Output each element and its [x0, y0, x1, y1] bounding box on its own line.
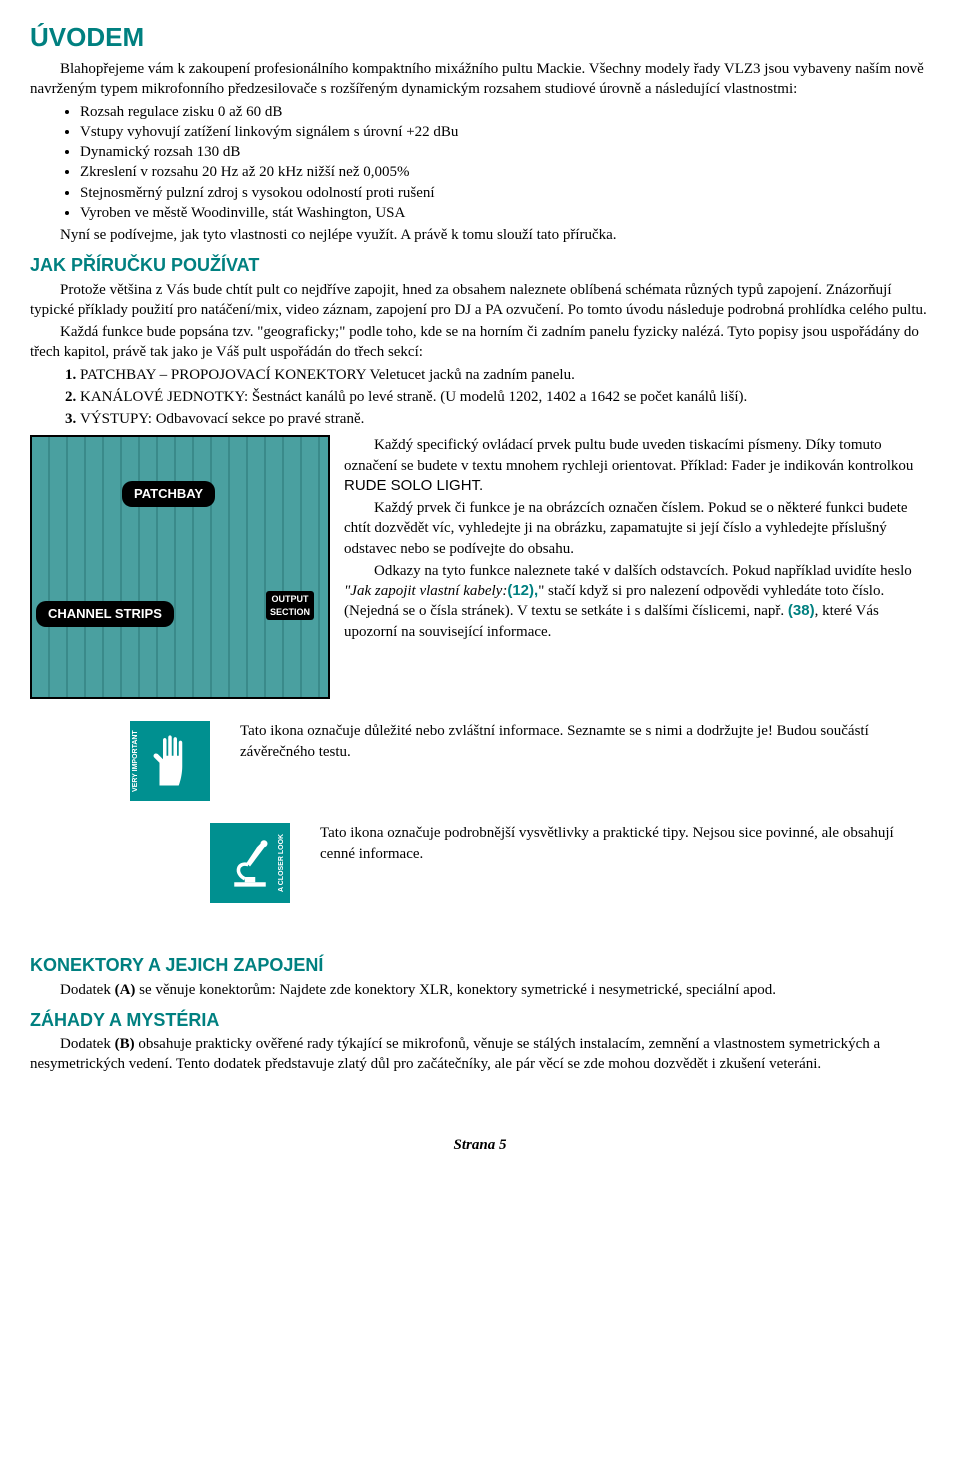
- list-item: Stejnosměrný pulzní zdroj s vysokou odol…: [80, 183, 930, 203]
- body-paragraph: Každý prvek či funkce je na obrázcích oz…: [344, 498, 930, 559]
- italic-example: "Jak zapojit vlastní kabely:: [344, 583, 507, 599]
- page-title: ÚVODEM: [30, 20, 930, 55]
- patchbay-label: PATCHBAY: [122, 481, 215, 507]
- text-span: se věnuje konektorům: Najdete zde konekt…: [135, 982, 776, 998]
- body-paragraph: Dodatek (B) obsahuje prakticky ověřené r…: [30, 1034, 930, 1075]
- list-item: Vyroben ve městě Woodinville, stát Washi…: [80, 203, 930, 223]
- text-span: Dodatek: [60, 1036, 115, 1052]
- page-footer: Strana 5: [30, 1135, 930, 1155]
- hand-icon: VERY IMPORTANT: [130, 721, 210, 801]
- list-item: VÝSTUPY: Odbavovací sekce po pravé stran…: [80, 409, 930, 429]
- list-item-text: KANÁLOVÉ JEDNOTKY: Šestnáct kanálů po le…: [80, 389, 747, 405]
- text-span: Odkazy na tyto funkce naleznete také v d…: [374, 563, 912, 579]
- appendix-ref: (A): [115, 982, 136, 998]
- numbered-list: PATCHBAY – PROPOJOVACÍ KONEKTORY Veletuc…: [30, 365, 930, 430]
- hand-note-text: Tato ikona označuje důležité nebo zvlášt…: [240, 721, 930, 762]
- body-paragraph: Odkazy na tyto funkce naleznete také v d…: [344, 561, 930, 642]
- diagram-top-section: PATCHBAY: [32, 437, 328, 547]
- ref-number: (12),: [507, 582, 538, 599]
- icon-side-text: A CLOSER LOOK: [277, 827, 289, 899]
- section-heading: ZÁHADY A MYSTÉRIA: [30, 1008, 930, 1032]
- list-item-text: PATCHBAY – PROPOJOVACÍ KONEKTORY Veletuc…: [80, 367, 575, 383]
- section-heading: JAK PŘÍRUČKU POUŽÍVAT: [30, 253, 930, 277]
- rude-solo-label: RUDE SOLO LIGHT.: [344, 477, 483, 494]
- list-item: Dynamický rozsah 130 dB: [80, 142, 930, 162]
- mixer-diagram: PATCHBAY CHANNEL STRIPS OUTPUT SECTION: [30, 435, 330, 699]
- output-section-label: OUTPUT SECTION: [266, 591, 314, 619]
- list-item: KANÁLOVÉ JEDNOTKY: Šestnáct kanálů po le…: [80, 387, 930, 407]
- text-span: obsahuje prakticky ověřené rady týkající…: [30, 1036, 880, 1072]
- body-paragraph: Protože většina z Vás bude chtít pult co…: [30, 280, 930, 321]
- right-column-text: Každý specifický ovládací prvek pultu bu…: [344, 435, 930, 644]
- diagram-bottom-section: CHANNEL STRIPS OUTPUT SECTION: [32, 547, 328, 697]
- microscope-icon-svg: [222, 835, 278, 891]
- diagram-text-row: PATCHBAY CHANNEL STRIPS OUTPUT SECTION K…: [30, 435, 930, 699]
- hand-icon-svg: [142, 733, 198, 789]
- body-paragraph: Dodatek (A) se věnuje konektorům: Najdet…: [30, 980, 930, 1000]
- text-span: Dodatek: [60, 982, 115, 998]
- after-bullets: Nyní se podívejme, jak tyto vlastnosti c…: [30, 225, 930, 245]
- feature-list: Rozsah regulace zisku 0 až 60 dB Vstupy …: [30, 102, 930, 224]
- intro-paragraph: Blahopřejeme vám k zakoupení profesionál…: [30, 59, 930, 100]
- list-item: Zkreslení v rozsahu 20 Hz až 20 kHz nižš…: [80, 162, 930, 182]
- channel-strips-label: CHANNEL STRIPS: [36, 601, 174, 627]
- body-paragraph: Každý specifický ovládací prvek pultu bu…: [344, 435, 930, 496]
- icon-side-text: VERY IMPORTANT: [131, 725, 143, 797]
- section-heading: KONEKTORY A JEJICH ZAPOJENÍ: [30, 953, 930, 977]
- microscope-icon: A CLOSER LOOK: [210, 823, 290, 903]
- ref-number: (38): [788, 602, 815, 619]
- list-item: PATCHBAY – PROPOJOVACÍ KONEKTORY Veletuc…: [80, 365, 930, 385]
- appendix-ref: (B): [115, 1036, 135, 1052]
- list-item-text: VÝSTUPY: Odbavovací sekce po pravé stran…: [80, 411, 364, 427]
- list-item: Vstupy vyhovují zatížení linkovým signál…: [80, 122, 930, 142]
- scope-note-row: A CLOSER LOOK Tato ikona označuje podrob…: [210, 823, 930, 903]
- hand-note-row: VERY IMPORTANT Tato ikona označuje důlež…: [130, 721, 930, 801]
- body-paragraph: Každá funkce bude popsána tzv. "geografi…: [30, 322, 930, 363]
- list-item: Rozsah regulace zisku 0 až 60 dB: [80, 102, 930, 122]
- scope-note-text: Tato ikona označuje podrobnější vysvětli…: [320, 823, 930, 864]
- text-span: Každý specifický ovládací prvek pultu bu…: [344, 437, 913, 473]
